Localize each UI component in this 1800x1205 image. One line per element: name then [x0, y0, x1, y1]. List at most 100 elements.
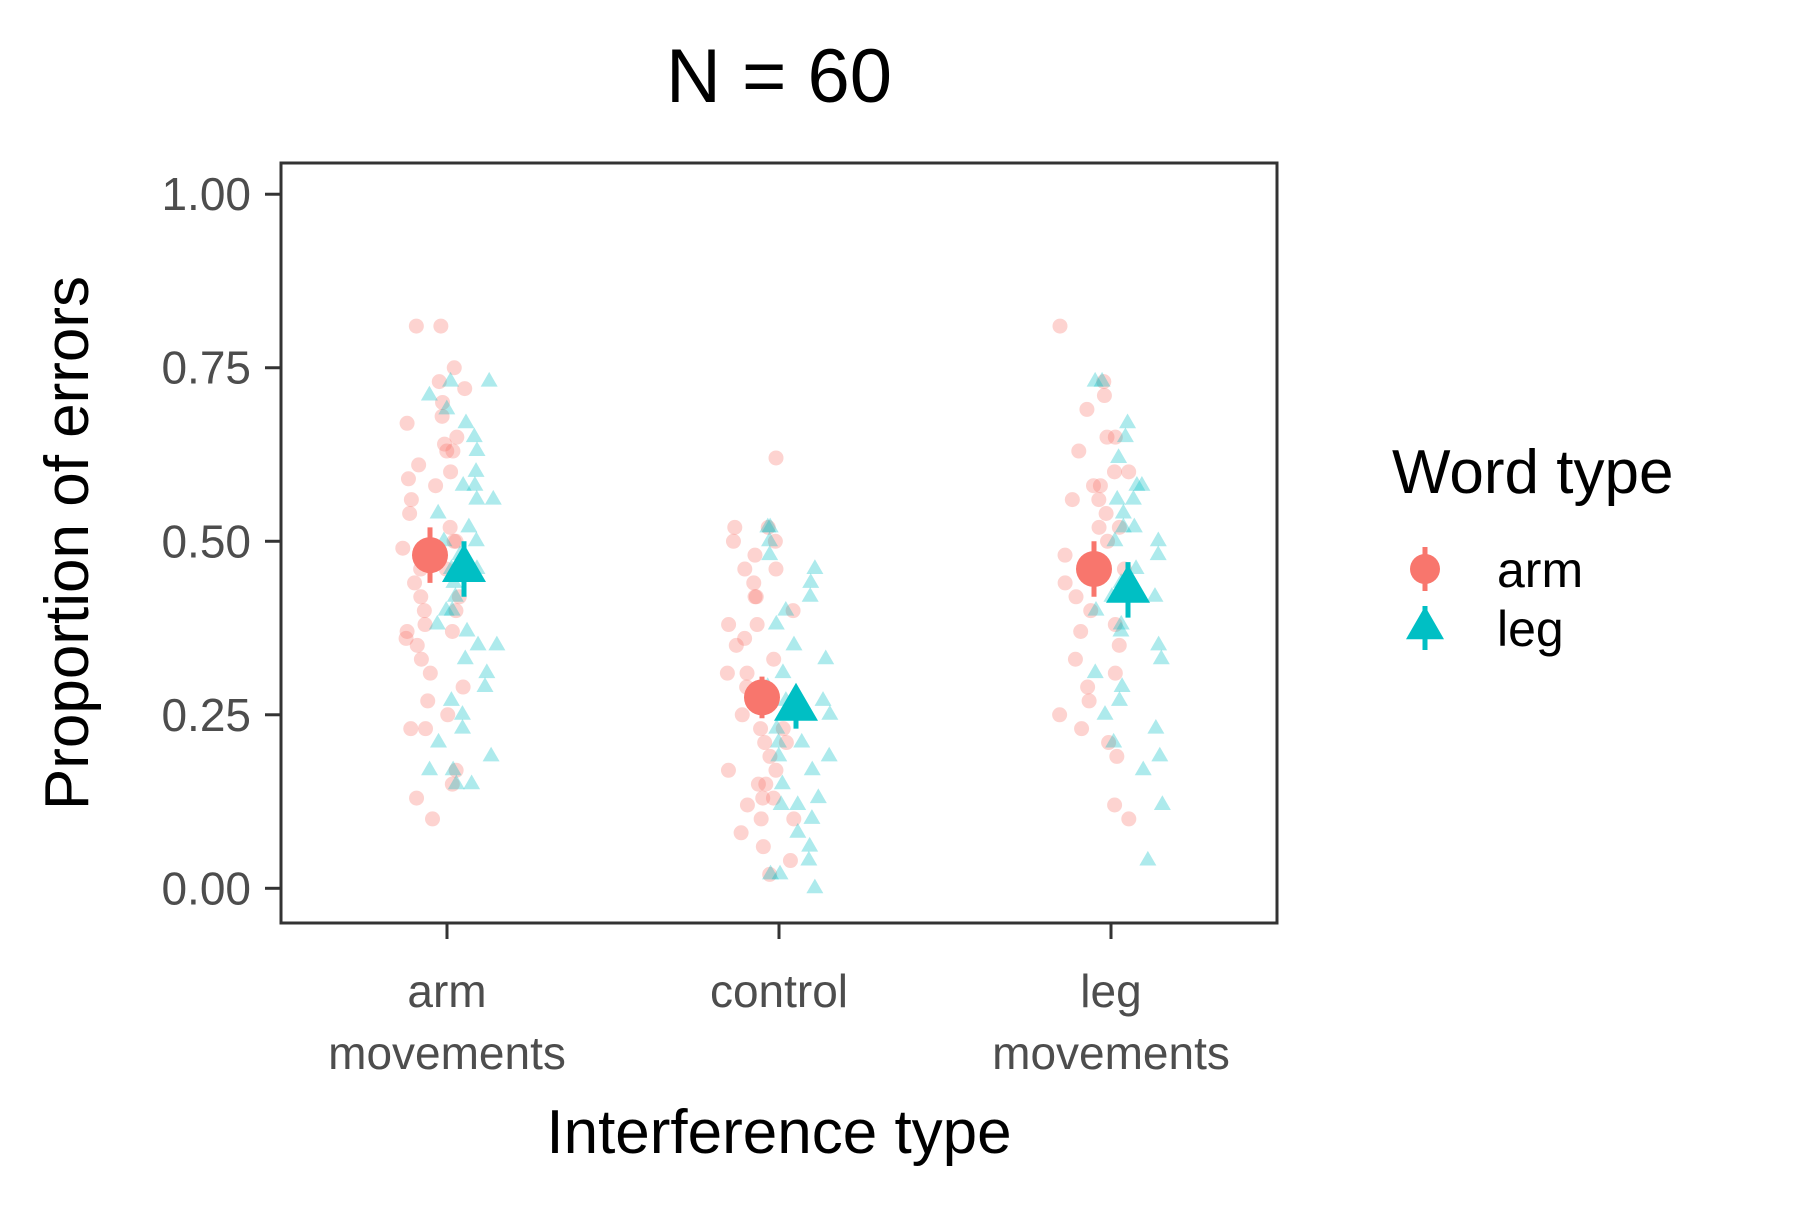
data-point-arm [747, 589, 763, 605]
legend-key-leg [1406, 606, 1444, 640]
data-point-leg [1114, 517, 1132, 533]
data-point-leg [454, 718, 472, 734]
data-point-leg [793, 732, 811, 748]
mean-marker-leg [442, 543, 486, 582]
data-point-arm [407, 575, 423, 591]
data-point-arm [446, 533, 462, 549]
data-point-arm [420, 693, 436, 709]
data-point-arm [1121, 811, 1137, 827]
data-point-leg [1128, 476, 1146, 491]
data-point-arm [448, 762, 464, 778]
data-point-arm [733, 825, 749, 841]
mean-marker-arm [412, 537, 448, 574]
data-point-arm [444, 623, 460, 639]
data-point-leg [482, 746, 500, 762]
data-point-leg [809, 788, 827, 804]
data-point-leg [761, 545, 779, 561]
data-point-arm [1098, 506, 1114, 522]
data-point-leg [806, 878, 824, 894]
data-point-arm [737, 561, 753, 577]
data-point-leg [770, 746, 788, 762]
data-point-leg [768, 718, 786, 734]
data-point-arm [433, 318, 449, 334]
y-tick-label: 0.75 [161, 342, 251, 394]
data-point-leg [480, 371, 498, 387]
data-point-leg [803, 760, 821, 776]
data-point-leg [772, 795, 790, 811]
data-point-leg [1113, 677, 1131, 693]
data-point-leg [466, 476, 484, 491]
data-point-arm [747, 547, 763, 563]
data-point-leg [1134, 760, 1152, 776]
data-point-arm [750, 776, 766, 792]
mean-marker-arm [1076, 551, 1112, 588]
data-point-arm [417, 617, 433, 633]
data-point-arm [728, 637, 744, 653]
data-point-arm [1107, 617, 1123, 633]
data-point-arm [1107, 665, 1123, 681]
data-point-leg [468, 441, 486, 457]
data-point-leg [444, 760, 462, 776]
data-point-leg [476, 677, 494, 693]
data-point-leg [469, 635, 487, 651]
data-point-arm [748, 589, 764, 605]
data-point-arm [395, 540, 411, 556]
data-point-leg [773, 774, 791, 790]
data-point-leg [484, 489, 502, 505]
data-point-arm [448, 603, 464, 619]
data-point-arm [1101, 735, 1117, 751]
data-point-leg [420, 385, 438, 401]
data-point-arm [755, 790, 771, 806]
data-point-arm [445, 443, 461, 459]
data-point-leg [1124, 489, 1142, 505]
data-point-leg [1153, 795, 1171, 811]
data-point-arm [768, 450, 784, 466]
data-point-arm [435, 394, 451, 410]
data-point-arm [1085, 478, 1101, 494]
data-point-arm [440, 707, 456, 723]
data-point-arm [428, 478, 444, 494]
data-point-leg [1133, 476, 1151, 491]
data-point-arm [1073, 623, 1089, 639]
data-point-arm [782, 853, 798, 869]
x-axis-title: Interference type [546, 1098, 1011, 1167]
data-point-arm [455, 679, 471, 695]
data-point-leg [1151, 746, 1169, 762]
data-point-leg [1150, 635, 1168, 651]
data-point-arm [403, 492, 419, 508]
data-point-arm [431, 374, 447, 390]
data-point-leg [438, 399, 456, 415]
data-point-arm [758, 776, 774, 792]
data-point-leg [465, 427, 483, 443]
data-point-leg [429, 503, 447, 519]
data-point-arm [1121, 464, 1137, 480]
data-point-arm [403, 721, 419, 737]
y-tick-label: 0.00 [161, 862, 251, 914]
data-point-arm [749, 617, 765, 633]
data-point-arm [739, 665, 755, 681]
data-point-arm [457, 381, 473, 397]
data-point-arm [1068, 589, 1084, 605]
data-point-leg [437, 600, 455, 616]
data-point-leg [762, 864, 780, 880]
data-point-arm [1083, 603, 1099, 619]
data-point-leg [1110, 448, 1128, 463]
data-point-leg [446, 587, 464, 602]
data-point-leg [467, 531, 485, 547]
data-point-leg [1146, 587, 1164, 602]
data-point-leg [454, 476, 472, 491]
x-tick-label: movements [328, 1027, 566, 1079]
data-point-arm [443, 464, 459, 480]
data-point-leg [777, 600, 795, 616]
data-point-arm [409, 790, 425, 806]
data-point-arm [1057, 547, 1073, 563]
data-point-leg [488, 635, 506, 651]
data-point-arm [1106, 464, 1122, 480]
legend-title: Word type [1392, 438, 1673, 507]
data-point-leg [1114, 503, 1132, 519]
data-point-leg [1147, 718, 1165, 734]
mean-marker-leg [1106, 564, 1150, 603]
mean-marker-arm [744, 679, 780, 716]
data-point-arm [725, 533, 741, 549]
data-point-leg [463, 774, 481, 790]
